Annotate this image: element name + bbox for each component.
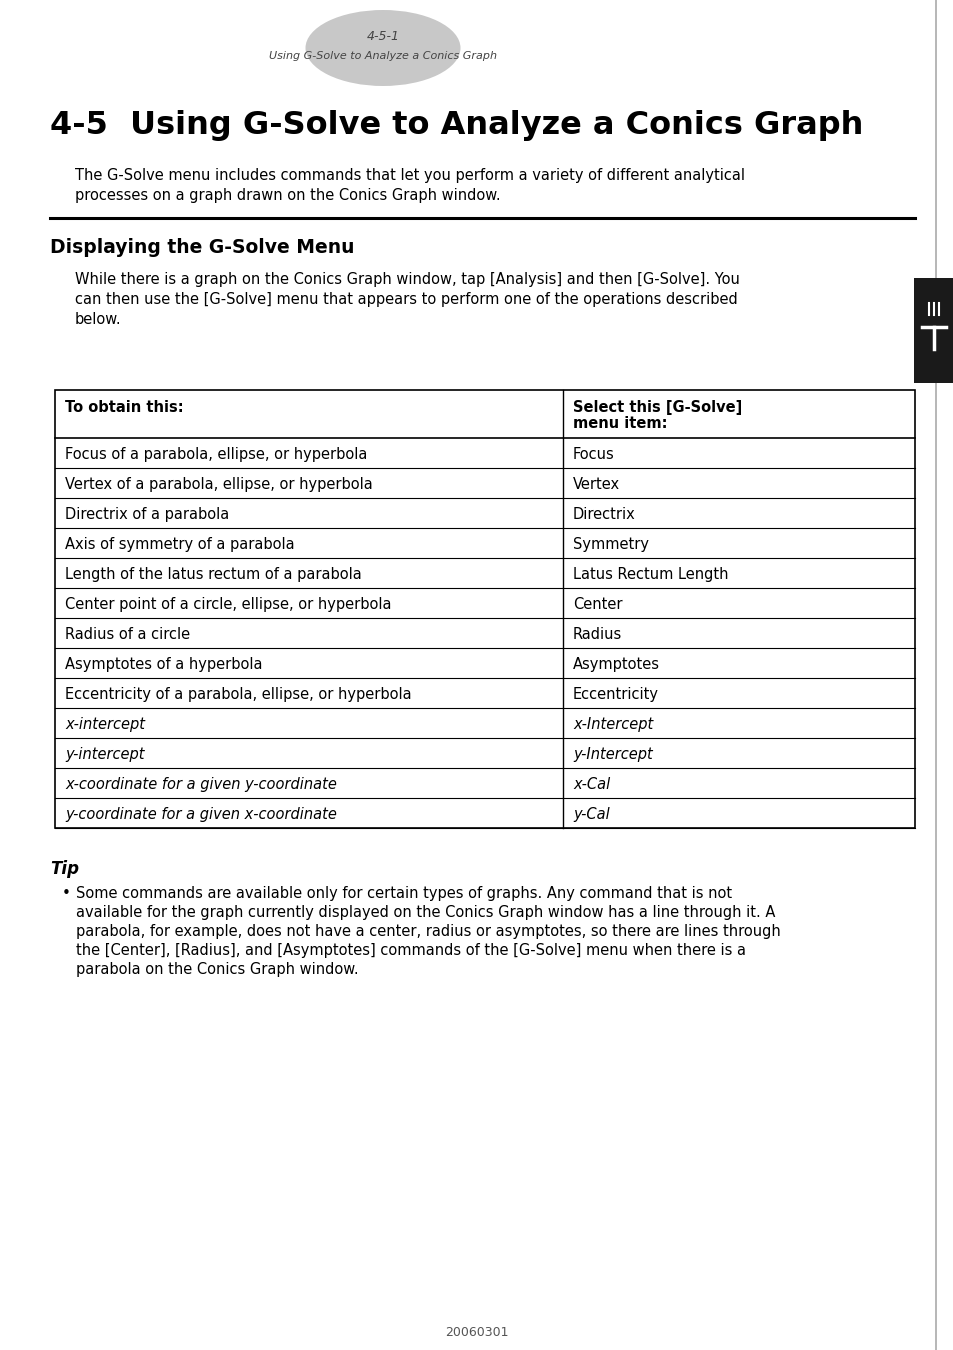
Text: Asymptotes of a hyperbola: Asymptotes of a hyperbola — [65, 657, 262, 672]
Text: Axis of symmetry of a parabola: Axis of symmetry of a parabola — [65, 537, 294, 552]
Text: Eccentricity: Eccentricity — [573, 687, 659, 702]
Text: parabola on the Conics Graph window.: parabola on the Conics Graph window. — [76, 963, 358, 977]
Text: Directrix: Directrix — [573, 508, 635, 522]
Text: Symmetry: Symmetry — [573, 537, 648, 552]
Text: y-Intercept: y-Intercept — [573, 747, 652, 761]
Text: To obtain this:: To obtain this: — [65, 400, 183, 414]
Text: •: • — [62, 886, 71, 900]
Text: Tip: Tip — [50, 860, 79, 878]
Text: 20060301: 20060301 — [445, 1326, 508, 1339]
Text: Length of the latus rectum of a parabola: Length of the latus rectum of a parabola — [65, 567, 361, 582]
Text: Focus: Focus — [573, 447, 614, 462]
Text: y-Cal: y-Cal — [573, 807, 609, 822]
Text: parabola, for example, does not have a center, radius or asymptotes, so there ar: parabola, for example, does not have a c… — [76, 923, 780, 940]
Text: Eccentricity of a parabola, ellipse, or hyperbola: Eccentricity of a parabola, ellipse, or … — [65, 687, 411, 702]
Text: Center point of a circle, ellipse, or hyperbola: Center point of a circle, ellipse, or hy… — [65, 597, 391, 612]
Text: Select this [G-Solve]: Select this [G-Solve] — [573, 400, 741, 414]
Text: Vertex of a parabola, ellipse, or hyperbola: Vertex of a parabola, ellipse, or hyperb… — [65, 477, 373, 491]
Text: Directrix of a parabola: Directrix of a parabola — [65, 508, 229, 522]
Text: Using G-Solve to Analyze a Conics Graph: Using G-Solve to Analyze a Conics Graph — [269, 51, 497, 61]
Text: Displaying the G-Solve Menu: Displaying the G-Solve Menu — [50, 238, 355, 256]
Text: Radius of a circle: Radius of a circle — [65, 626, 190, 643]
Text: Focus of a parabola, ellipse, or hyperbola: Focus of a parabola, ellipse, or hyperbo… — [65, 447, 367, 462]
Text: below.: below. — [75, 312, 121, 327]
Text: can then use the [G-Solve] menu that appears to perform one of the operations de: can then use the [G-Solve] menu that app… — [75, 292, 737, 306]
Text: available for the graph currently displayed on the Conics Graph window has a lin: available for the graph currently displa… — [76, 904, 775, 919]
Text: x-Cal: x-Cal — [573, 778, 610, 792]
Text: the [Center], [Radius], and [Asymptotes] commands of the [G-Solve] menu when the: the [Center], [Radius], and [Asymptotes]… — [76, 944, 745, 958]
Text: Center: Center — [573, 597, 622, 612]
Text: x-Intercept: x-Intercept — [573, 717, 653, 732]
Text: processes on a graph drawn on the Conics Graph window.: processes on a graph drawn on the Conics… — [75, 188, 500, 202]
Text: Latus Rectum Length: Latus Rectum Length — [573, 567, 728, 582]
Text: Asymptotes: Asymptotes — [573, 657, 659, 672]
Text: y-coordinate for a given x-coordinate: y-coordinate for a given x-coordinate — [65, 807, 336, 822]
Text: x-coordinate for a given y-coordinate: x-coordinate for a given y-coordinate — [65, 778, 336, 792]
Text: 4-5-1: 4-5-1 — [366, 30, 399, 42]
Text: The G-Solve menu includes commands that let you perform a variety of different a: The G-Solve menu includes commands that … — [75, 167, 744, 184]
Ellipse shape — [305, 9, 460, 86]
Text: menu item:: menu item: — [573, 416, 667, 431]
Text: y-intercept: y-intercept — [65, 747, 144, 761]
Text: Vertex: Vertex — [573, 477, 619, 491]
Text: Some commands are available only for certain types of graphs. Any command that i: Some commands are available only for cer… — [76, 886, 731, 900]
Text: Radius: Radius — [573, 626, 621, 643]
Text: x-intercept: x-intercept — [65, 717, 145, 732]
Text: 4-5  Using G-Solve to Analyze a Conics Graph: 4-5 Using G-Solve to Analyze a Conics Gr… — [50, 109, 862, 140]
Text: While there is a graph on the Conics Graph window, tap [Analysis] and then [G-So: While there is a graph on the Conics Gra… — [75, 271, 740, 288]
Bar — [55, 390, 914, 828]
Bar — [913, 278, 953, 383]
